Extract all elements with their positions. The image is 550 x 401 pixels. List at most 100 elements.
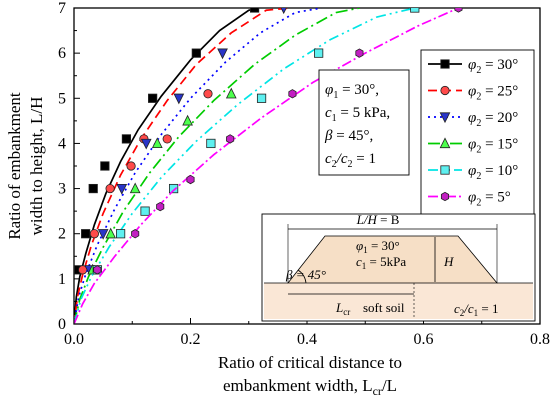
data-point	[186, 174, 195, 185]
data-point	[156, 201, 165, 212]
x-tick-label: 0.0	[64, 331, 84, 348]
legend-marker	[440, 85, 450, 96]
data-point	[140, 206, 150, 216]
inset-angle-label: β = 45°	[285, 267, 326, 282]
y-tick-label: 5	[58, 90, 66, 107]
series-line	[74, 8, 360, 324]
data-point	[249, 8, 260, 13]
series-line	[74, 8, 258, 324]
legend-entry: φ2 = 10°	[428, 163, 518, 182]
legend-marker	[440, 191, 450, 202]
legend-marker	[440, 165, 450, 175]
data-point	[148, 93, 158, 103]
legend-entry: φ2 = 15°	[428, 137, 518, 156]
embankment-body	[287, 235, 498, 284]
inset-soft-soil-label: soft soil	[363, 300, 405, 315]
x-tick-label: 0.6	[414, 331, 434, 348]
data-point	[162, 134, 172, 144]
legend-label: φ2 = 15°	[468, 137, 518, 156]
legend-entry: φ2 = 20°	[428, 110, 518, 129]
y-tick-label: 3	[58, 181, 66, 198]
inset-c-label: c1 = 5kPa	[356, 254, 406, 271]
embankment-inset: L/H = B φ1 = 30° c1 = 5kPa H β = 45° Lcr…	[261, 212, 536, 322]
legend-marker	[439, 137, 451, 149]
inset-lcr-label: Lcr	[335, 300, 350, 317]
series-line	[74, 8, 459, 324]
data-point	[105, 227, 117, 239]
inset-width-label: L/H = B	[356, 212, 400, 227]
data-point	[288, 89, 297, 99]
data-point	[131, 229, 140, 239]
data-point	[314, 48, 324, 58]
series-1	[74, 8, 290, 324]
data-point	[140, 138, 152, 150]
y-tick-label: 7	[58, 0, 66, 17]
y-tick-label: 4	[58, 135, 66, 152]
x-tick-label: 0.8	[530, 331, 550, 348]
data-point	[81, 229, 91, 239]
parameter-line: c1 = 5 kPa,	[325, 105, 390, 124]
data-point	[225, 87, 237, 99]
series-line	[74, 8, 322, 324]
series-0	[74, 8, 260, 324]
x-axis-label-prefix: embankment width, L	[223, 376, 373, 395]
data-point	[151, 137, 163, 149]
legend-entry: φ2 = 30°	[428, 57, 518, 76]
y-axis-label-line2: width to height, L/H	[27, 97, 46, 236]
parameter-line: c2/c2 = 1	[325, 151, 376, 170]
inset-phi-label: φ1 = 30°	[356, 238, 400, 255]
data-point	[129, 182, 141, 194]
inset-height-label: H	[443, 254, 454, 269]
legend: φ2 = 30° φ2 = 25° φ2 = 20° φ2 = 15° φ2 = 10°…	[420, 49, 535, 219]
x-axis-label-line1: Ratio of critical distance to	[218, 353, 402, 372]
legend-label: φ2 = 30°	[468, 57, 518, 76]
data-point	[88, 183, 98, 194]
data-point	[93, 265, 102, 275]
parameters-lines: φ1 = 30°, c1 = 5 kPa, β = 45°, c2/c2 = 1	[324, 82, 390, 170]
series-3	[74, 8, 360, 324]
series-layer	[74, 8, 463, 324]
data-point	[89, 229, 99, 239]
soft-soil-layer	[264, 283, 533, 319]
data-point	[280, 8, 287, 15]
data-point	[105, 183, 115, 194]
data-point	[116, 183, 128, 195]
x-axis-label-line2: embankment width, Lcr/L	[223, 376, 397, 398]
parameters-box-frame	[318, 69, 410, 176]
inset-ratio-label: c2/c1 = 1	[454, 301, 499, 318]
data-point	[226, 134, 235, 144]
x-axis-label-suffix: /L	[382, 376, 397, 395]
parameters-box: φ1 = 30°, c1 = 5 kPa, β = 45°, c2/c2 = 1	[318, 69, 410, 176]
data-point	[116, 229, 126, 239]
data-point	[355, 48, 364, 58]
x-tick-label: 0.2	[181, 331, 201, 348]
legend-entry: φ2 = 5°	[428, 190, 511, 209]
data-point	[203, 89, 213, 99]
x-axis-label-sub: cr	[373, 384, 382, 398]
series-line	[74, 8, 415, 324]
legend-box	[420, 49, 535, 219]
legend-label: φ2 = 5°	[468, 190, 511, 209]
legend-marker	[440, 59, 450, 69]
data-point	[410, 8, 420, 13]
legend-entry: φ2 = 25°	[428, 84, 518, 103]
legend-label: φ2 = 10°	[468, 163, 518, 182]
data-point	[100, 161, 110, 171]
data-point	[206, 138, 216, 149]
y-tick-label: 0	[58, 316, 66, 333]
legend-label: φ2 = 20°	[468, 110, 518, 129]
y-tick-label: 1	[58, 271, 66, 288]
ticks-layer: 0.0 0.2 0.4 0.6 0.8 0 1 2 3 4 5 6 7	[58, 0, 550, 348]
parameter-line: φ1 = 30°,	[325, 82, 379, 101]
y-tick-label: 2	[58, 226, 66, 243]
data-point	[256, 93, 267, 103]
series-line	[74, 8, 290, 324]
data-point	[97, 229, 109, 240]
legend-entries: φ2 = 30° φ2 = 25° φ2 = 20° φ2 = 15° φ2 = 10°…	[428, 57, 518, 209]
data-point	[173, 93, 185, 105]
angle-arc	[297, 269, 307, 284]
y-axis-label-line1: Ratio of embankment	[5, 92, 24, 240]
legend-label: φ2 = 25°	[468, 84, 518, 103]
data-point	[217, 48, 228, 60]
